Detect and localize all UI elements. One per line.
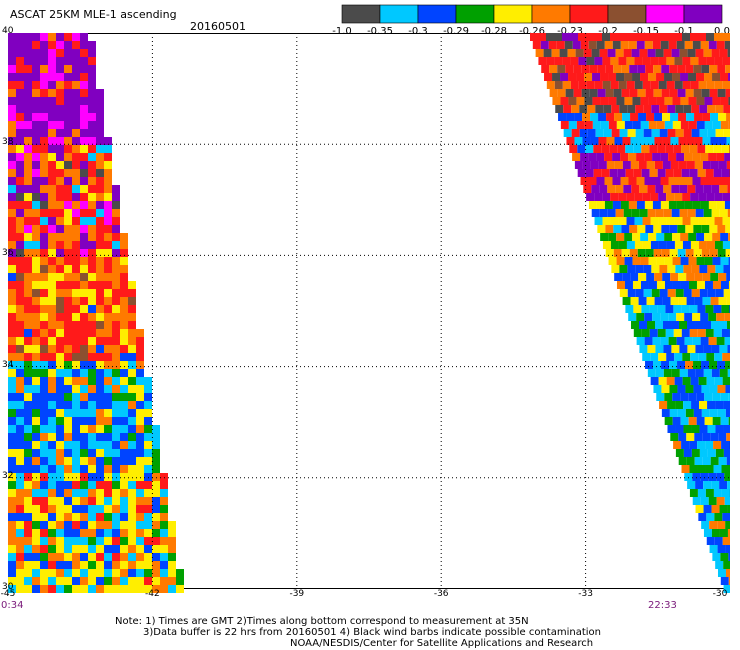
colorbar-label: -0.15 [633, 26, 659, 37]
time-label-left: 0:34 [1, 600, 24, 611]
graticule [8, 33, 730, 589]
colorbar-label: -0.26 [519, 26, 545, 37]
colorbar-label: -0.29 [443, 26, 469, 37]
colorbar-label: -0.23 [557, 26, 583, 37]
colorbar-label: 0.0 [714, 26, 730, 37]
longitude-tick: -30 [712, 589, 728, 599]
latitude-tick: 38 [2, 137, 14, 148]
latitude-tick: 34 [2, 359, 14, 370]
note-line-1: Note: 1) Times are GMT 2)Times along bot… [115, 616, 529, 627]
note-line-2: 3)Data buffer is 22 hrs from 20160501 4)… [143, 627, 601, 638]
colorbar-swatch [683, 4, 723, 24]
colorbar-label: -0.2 [598, 26, 618, 37]
map-date: 20160501 [190, 20, 246, 33]
longitude-tick: -42 [145, 589, 160, 599]
colorbar-label: -0.28 [481, 26, 507, 37]
latitude-tick: 30 [2, 582, 14, 592]
colorbar [341, 4, 723, 24]
longitude-tick: -45 [0, 589, 16, 599]
longitude-tick: -36 [433, 589, 449, 599]
note-line-3: NOAA/NESDIS/Center for Satellite Applica… [290, 638, 594, 649]
swath-cells [8, 33, 730, 593]
longitude-tick: -39 [289, 589, 305, 599]
colorbar-label: -0.1 [674, 26, 694, 37]
latitude-tick: 40 [2, 26, 14, 36]
time-label-right: 22:33 [648, 600, 677, 611]
latitude-tick: 36 [2, 248, 14, 259]
colorbar-label: -0.35 [367, 26, 393, 37]
colorbar-label: -1.0 [332, 26, 352, 37]
longitude-tick: -33 [578, 589, 593, 599]
map-title: ASCAT 25KM MLE-1 ascending [10, 8, 177, 21]
latitude-tick: 32 [2, 470, 14, 481]
colorbar-label: -0.3 [408, 26, 428, 37]
